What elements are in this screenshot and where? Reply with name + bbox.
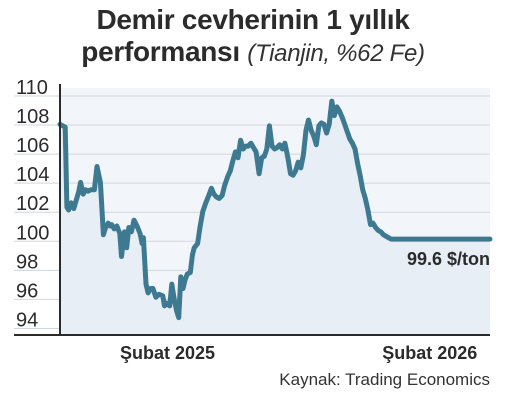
y-tick-label: 98 [16,251,38,273]
y-tick-label: 94 [16,309,38,331]
y-tick-label: 96 [16,280,38,302]
x-tick-label: Şubat 2025 [120,343,215,363]
series-area [60,101,490,335]
chart-title-line-2: performansı (Tianjin, %62 Fe) [0,36,506,70]
source-note: Kaynak: Trading Economics [279,370,490,389]
chart-title-line-1: Demir cevherinin 1 yıllık [96,4,410,35]
series-line [57,98,493,321]
chart-title-block: Demir cevherinin 1 yıllık performansı (T… [0,4,506,70]
chart-subtitle: (Tianjin, %62 Fe) [247,40,425,67]
y-tick-label: 110 [16,77,48,99]
y-tick-label: 106 [16,135,49,157]
chart-title-main: performansı [81,36,240,67]
y-tick-label: 108 [16,106,49,128]
y-tick-label: 100 [16,222,49,244]
y-tick-label: 104 [16,164,49,186]
last-value-label: 99.6 $/ton [407,249,490,269]
y-tick-label: 102 [16,193,49,215]
x-tick-label: Şubat 2026 [382,343,477,363]
